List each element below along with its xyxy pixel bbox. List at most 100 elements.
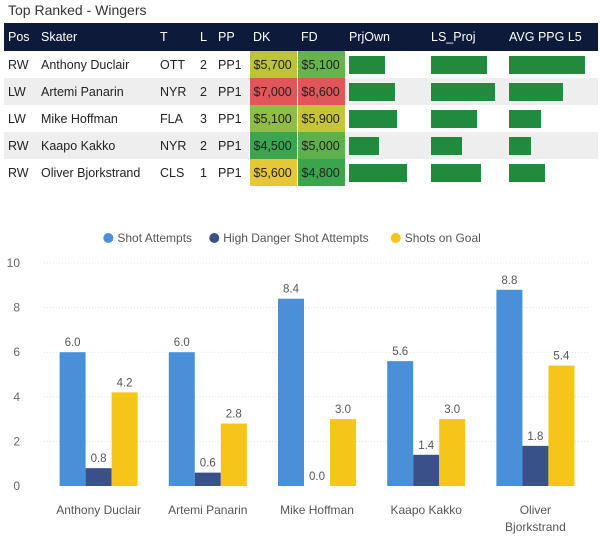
cell-prjown [345, 78, 427, 105]
table-row[interactable]: LW Mike Hoffman FLA 3 PP1 $5,100 $5,900 [4, 105, 598, 132]
bar-2 [111, 392, 138, 486]
cell-team: NYR [156, 78, 196, 105]
cell-prjown [345, 105, 427, 132]
cell-pp: PP1 [214, 132, 249, 159]
table-title: Top Ranked - Wingers [8, 2, 147, 18]
bar-1 [413, 454, 440, 486]
col-header-dk[interactable]: DK [249, 23, 297, 51]
y-tick-label: 2 [13, 434, 20, 448]
cell-avg-ppg [505, 159, 598, 186]
col-header-ls-proj[interactable]: LS_Proj [427, 23, 505, 51]
cell-pos: RW [8, 165, 29, 180]
col-header-pos[interactable]: Pos [4, 23, 37, 51]
bar-1 [194, 472, 221, 486]
cell-line: 2 [196, 78, 214, 105]
table-row[interactable]: RW Anthony Duclair OTT 2 PP1 $5,700 $5,100 [4, 51, 598, 78]
cell-pos: RW [8, 57, 29, 72]
cell-team: OTT [160, 57, 185, 72]
table-row[interactable]: RW Oliver Bjorkstrand CLS 1 PP1 $5,600 $4,800 [4, 159, 598, 186]
y-tick-label: 6 [13, 345, 20, 359]
cell-avg-ppg-bar [509, 163, 545, 182]
bar-0 [168, 352, 195, 486]
table-row[interactable]: LW Artemi Panarin NYR 2 PP1 $7,000 $8,600 [4, 78, 598, 105]
legend-label-0: Shot Attempts [117, 231, 192, 245]
y-tick-label: 8 [13, 301, 20, 315]
cell-team: CLS [160, 165, 185, 180]
cell-ls-proj [427, 132, 505, 159]
bar-1 [85, 468, 112, 486]
cell-avg-ppg [505, 132, 598, 159]
y-tick-label: 10 [7, 256, 21, 270]
cell-prjown-bar [349, 136, 379, 155]
cell-avg-ppg-bar [509, 55, 585, 74]
cell-ls-proj-bar [431, 136, 462, 155]
bar-0 [387, 361, 414, 486]
bar-1 [522, 445, 549, 486]
data-label: 5.4 [553, 351, 570, 363]
cell-prjown [345, 132, 427, 159]
col-header-avg-ppg[interactable]: AVG PPG L5 [505, 23, 598, 51]
cell-skater: Artemi Panarin [37, 78, 156, 105]
data-label: 2.8 [226, 409, 242, 421]
cell-dk: $5,100 [248, 105, 297, 132]
legend-marker-1 [209, 233, 220, 243]
x-tick-label: Anthony Duclair [56, 503, 141, 517]
data-label: 0.8 [91, 453, 107, 465]
cell-team: NYR [156, 132, 196, 159]
cell-pp: PP1 [218, 165, 242, 180]
cell-avg-ppg-bar [509, 82, 563, 101]
y-tick-label: 4 [13, 390, 20, 404]
bar-2 [220, 423, 247, 486]
shots-chart-svg: Shot Attempts High Danger Shot Attempts Sh… [7, 231, 590, 534]
bar-0 [496, 289, 523, 486]
col-header-prjown[interactable]: PrjOwn [345, 23, 427, 51]
data-label: 0.6 [200, 458, 216, 470]
x-tick-label: Artemi Panarin [168, 503, 247, 517]
cell-avg-ppg [505, 78, 598, 105]
legend-marker-2 [390, 233, 401, 243]
col-header-skater[interactable]: Skater [37, 23, 156, 51]
col-header-line[interactable]: L [196, 23, 214, 51]
cell-fd: $4,800 [296, 159, 345, 186]
cell-skater: Oliver Bjorkstrand [41, 165, 141, 180]
cell-prjown-bar [349, 55, 385, 74]
cell-ls-proj [427, 78, 505, 105]
y-tick-label: 0 [13, 479, 20, 493]
cell-ls-proj-bar [431, 55, 487, 74]
data-label: 6.0 [65, 337, 81, 349]
col-header-fd[interactable]: FD [297, 23, 345, 51]
cell-fd: $5,000 [296, 132, 345, 159]
cell-skater: Kaapo Kakko [37, 132, 156, 159]
cell-pp: PP1 [218, 111, 242, 126]
cell-prjown-bar [349, 163, 407, 182]
cell-line: 2 [196, 132, 214, 159]
cell-prjown-bar [349, 82, 395, 101]
col-header-pp[interactable]: PP [214, 23, 249, 51]
cell-pos: LW [8, 111, 26, 126]
cell-dk: $5,600 [248, 159, 297, 186]
cell-fd: $5,900 [296, 105, 345, 132]
cell-prjown [345, 51, 427, 78]
table-header-row: Pos Skater T L PP DK FD PrjOwn LS_Proj A… [4, 23, 598, 51]
cell-avg-ppg [505, 51, 598, 78]
cell-team: FLA [160, 111, 183, 126]
cell-pos: RW [4, 132, 37, 159]
data-label: 8.8 [501, 275, 517, 287]
cell-ls-proj [427, 159, 505, 186]
cell-dk: $7,000 [248, 78, 297, 105]
data-label: 5.6 [392, 346, 408, 358]
cell-avg-ppg-bar [509, 109, 541, 128]
table-row[interactable]: RW Kaapo Kakko NYR 2 PP1 $4,500 $5,000 [4, 132, 598, 159]
cell-ls-proj [427, 105, 505, 132]
cell-fd: $8,600 [296, 78, 345, 105]
cell-dk: $5,700 [248, 51, 297, 78]
bar-2 [439, 419, 466, 486]
cell-skater: Mike Hoffman [41, 111, 118, 126]
col-header-team[interactable]: T [156, 23, 196, 51]
legend-marker-0 [103, 233, 114, 243]
cell-line: 2 [200, 57, 207, 72]
data-label: 0.0 [309, 471, 325, 483]
bar-2 [330, 419, 356, 486]
bar-0 [278, 298, 304, 486]
x-tick-label: Kaapo Kakko [391, 503, 463, 517]
